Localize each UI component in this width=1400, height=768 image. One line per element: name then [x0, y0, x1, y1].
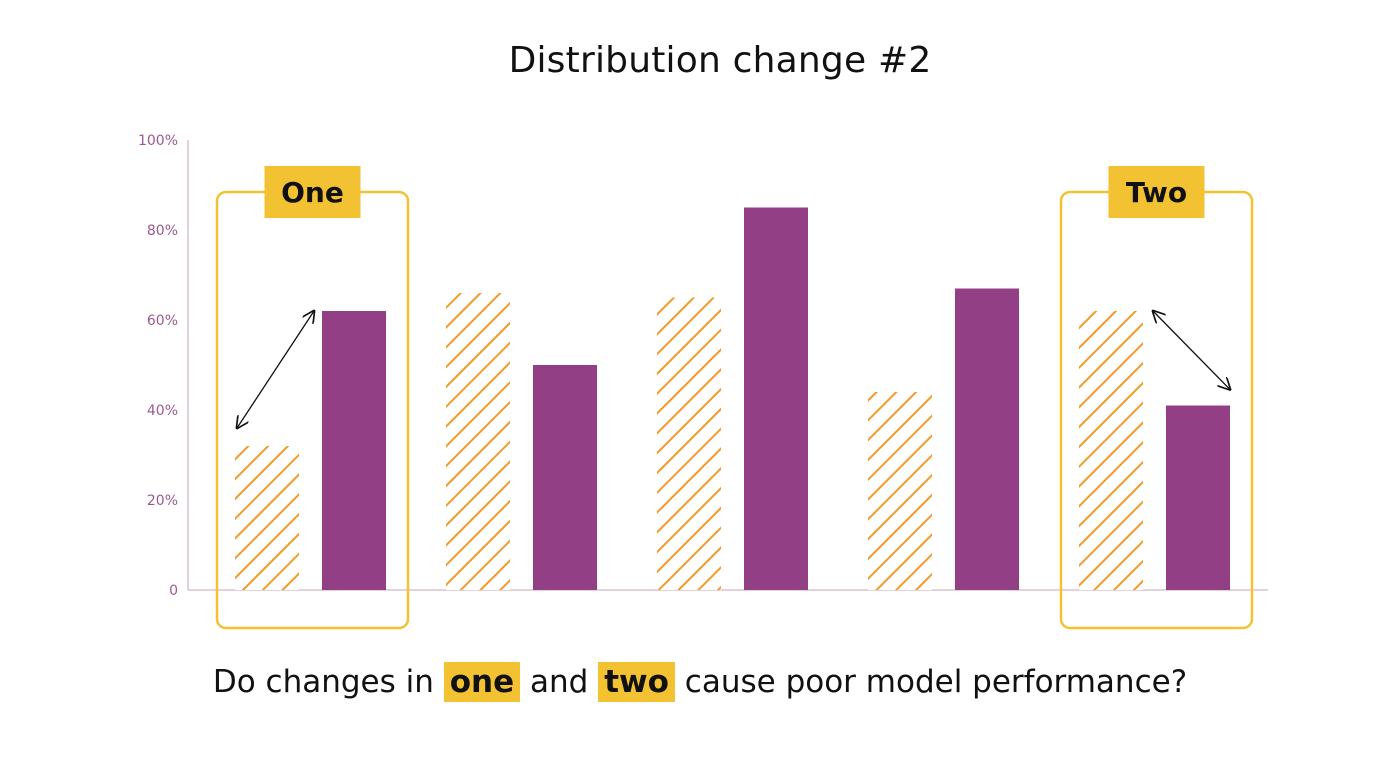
bar-chart: 0 20% 40% 60% 80% 100% One Two	[138, 133, 1268, 630]
y-tick-label: 0	[169, 583, 178, 599]
bar-solid	[322, 311, 386, 590]
question-before: Do changes in	[212, 664, 444, 700]
question-text: Do changes in one and two cause poor mod…	[0, 662, 1400, 702]
change-arrow-two	[1153, 311, 1230, 390]
y-tick-label: 40%	[147, 403, 178, 419]
question-middle: and	[520, 664, 599, 700]
callout-badge-two	[1108, 166, 1205, 218]
y-tick-label: 60%	[147, 313, 178, 329]
bar-solid	[1166, 405, 1230, 590]
callout-badge-one	[264, 166, 361, 218]
bar-hatched	[235, 446, 299, 590]
bar-hatched	[657, 297, 721, 590]
callout-label-two: Two	[1126, 176, 1187, 209]
y-tick-label: 100%	[138, 133, 178, 149]
callout-label-one: One	[281, 176, 344, 209]
chart-title: Distribution change #2	[508, 40, 932, 81]
bar-solid	[955, 288, 1019, 590]
highlight-one: one	[443, 662, 521, 702]
y-tick-label: 80%	[147, 223, 178, 239]
y-tick-label: 20%	[147, 493, 178, 509]
bar-hatched	[868, 392, 932, 590]
change-arrow-one	[237, 311, 314, 428]
bar-solid	[533, 365, 597, 590]
bar-hatched	[1079, 311, 1143, 590]
bar-hatched	[446, 293, 510, 590]
highlight-two: two	[598, 662, 675, 702]
question-after: cause poor model performance?	[674, 664, 1188, 700]
bar-solid	[744, 207, 808, 590]
